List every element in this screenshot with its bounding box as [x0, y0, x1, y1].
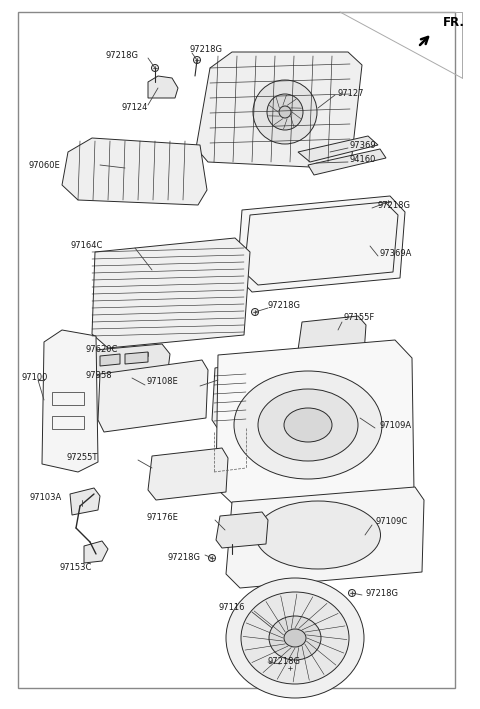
Polygon shape [226, 487, 424, 588]
Polygon shape [125, 352, 148, 364]
Ellipse shape [284, 629, 306, 647]
Circle shape [384, 199, 392, 206]
Ellipse shape [241, 592, 349, 684]
Text: 97218G: 97218G [105, 50, 138, 60]
Polygon shape [298, 316, 366, 360]
Ellipse shape [226, 578, 364, 698]
Text: FR.: FR. [443, 16, 465, 28]
Polygon shape [62, 138, 207, 205]
Text: 97176E: 97176E [146, 513, 178, 523]
Text: 97218G: 97218G [190, 45, 223, 55]
Polygon shape [216, 512, 268, 548]
Polygon shape [92, 238, 250, 348]
Text: 97218G: 97218G [167, 554, 200, 562]
Text: 97358: 97358 [85, 372, 112, 381]
Text: 97620C: 97620C [85, 345, 118, 354]
Text: 97218G: 97218G [366, 588, 399, 598]
Polygon shape [84, 541, 108, 563]
Polygon shape [216, 340, 414, 506]
Polygon shape [328, 351, 342, 361]
Circle shape [348, 589, 356, 596]
Text: 97109C: 97109C [376, 518, 408, 527]
Ellipse shape [284, 408, 332, 442]
Circle shape [253, 80, 317, 144]
Polygon shape [298, 136, 378, 162]
Polygon shape [42, 330, 98, 472]
Bar [52, 416, 84, 429]
Polygon shape [98, 360, 208, 432]
Text: 97124: 97124 [121, 104, 148, 113]
Ellipse shape [255, 501, 381, 569]
Text: 97100: 97100 [22, 374, 48, 382]
Polygon shape [212, 364, 248, 432]
Text: 97153C: 97153C [60, 564, 92, 572]
Polygon shape [148, 76, 178, 98]
Ellipse shape [258, 389, 358, 461]
Polygon shape [100, 354, 120, 366]
Circle shape [279, 106, 291, 118]
Text: 97369A: 97369A [380, 250, 412, 259]
Circle shape [208, 554, 216, 562]
Circle shape [152, 65, 158, 72]
Text: 97108E: 97108E [146, 377, 178, 386]
Polygon shape [308, 149, 386, 175]
Circle shape [193, 57, 201, 64]
Ellipse shape [269, 616, 321, 660]
Bar [52, 392, 84, 405]
Text: 97218G: 97218G [378, 201, 411, 211]
Text: 94160: 94160 [350, 155, 376, 164]
Polygon shape [70, 488, 100, 515]
Text: 97109A: 97109A [380, 421, 412, 430]
Polygon shape [90, 344, 170, 376]
Text: 97103A: 97103A [30, 493, 62, 503]
Text: 97155F: 97155F [344, 313, 375, 323]
Polygon shape [237, 196, 405, 292]
Text: 97255T: 97255T [67, 454, 98, 462]
Text: 97164C: 97164C [71, 240, 103, 250]
Polygon shape [148, 448, 228, 500]
Text: 97369: 97369 [350, 140, 377, 150]
Circle shape [287, 664, 293, 671]
Circle shape [252, 308, 259, 316]
Text: 97116: 97116 [218, 603, 245, 613]
Circle shape [267, 94, 303, 130]
Polygon shape [196, 52, 362, 168]
Ellipse shape [234, 371, 382, 479]
Text: 97218G: 97218G [268, 301, 301, 310]
Polygon shape [308, 353, 320, 363]
Text: 97218G: 97218G [268, 657, 301, 666]
Text: 97127: 97127 [338, 89, 364, 98]
Text: 97060E: 97060E [28, 160, 60, 169]
